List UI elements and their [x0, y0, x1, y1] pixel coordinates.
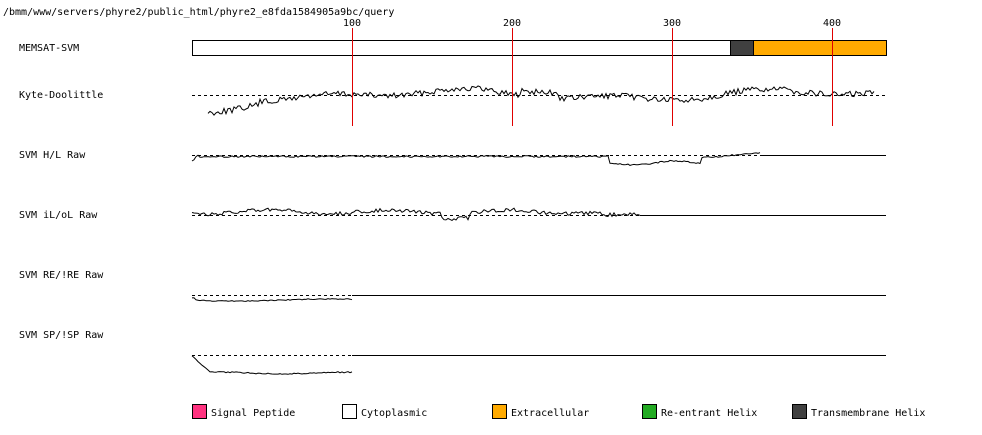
legend-swatch-extracellular — [492, 404, 507, 419]
legend-swatch-transmembrane-helix — [792, 404, 807, 419]
svm-sp-trace — [191, 355, 353, 375]
track-label-svm-sp-raw: SVM SP/!SP Raw — [19, 330, 104, 341]
legend: Signal Peptide Cytoplasmic Extracellular… — [192, 404, 925, 419]
tick-label-200: 200 — [503, 18, 521, 29]
track-label-svm-hl-raw: SVM H/L Raw — [19, 150, 86, 161]
legend-label-cytoplasmic: Cytoplasmic — [361, 408, 427, 419]
legend-swatch-re-entrant-helix — [642, 404, 657, 419]
legend-swatch-cytoplasmic — [342, 404, 357, 419]
track-label-svm-il-ol-raw: SVM iL/oL Raw — [19, 210, 98, 221]
query-path-text: /bmm/www/servers/phyre2/public_html/phyr… — [3, 7, 394, 18]
kyte-doolittle-trace — [207, 85, 875, 116]
tick-label-300: 300 — [663, 18, 681, 29]
segment-cytoplasmic — [192, 40, 731, 56]
memsat-topology-bar — [192, 40, 887, 56]
legend-label-transmembrane-helix: Transmembrane Helix — [811, 408, 925, 419]
track-label-kyte-doolittle: Kyte-Doolittle — [19, 90, 103, 101]
svm-hl-trace — [191, 152, 761, 166]
tick-label-400: 400 — [823, 18, 841, 29]
segment-extracellular — [753, 40, 887, 56]
svm-il-ol-trace — [191, 207, 641, 221]
legend-label-extracellular: Extracellular — [511, 408, 589, 419]
residue-tick-lines — [352, 28, 833, 126]
tick-label-100: 100 — [343, 18, 361, 29]
baselines — [192, 95, 886, 356]
legend-label-re-entrant-helix: Re-entrant Helix — [661, 408, 757, 419]
traces — [191, 85, 875, 375]
svm-re-trace — [191, 297, 353, 302]
track-label-memsat-svm: MEMSAT-SVM — [19, 43, 79, 54]
legend-swatch-signal-peptide — [192, 404, 207, 419]
segment-transmembrane-helix — [730, 40, 754, 56]
legend-label-signal-peptide: Signal Peptide — [211, 408, 295, 419]
track-label-svm-re-raw: SVM RE/!RE Raw — [19, 270, 104, 281]
